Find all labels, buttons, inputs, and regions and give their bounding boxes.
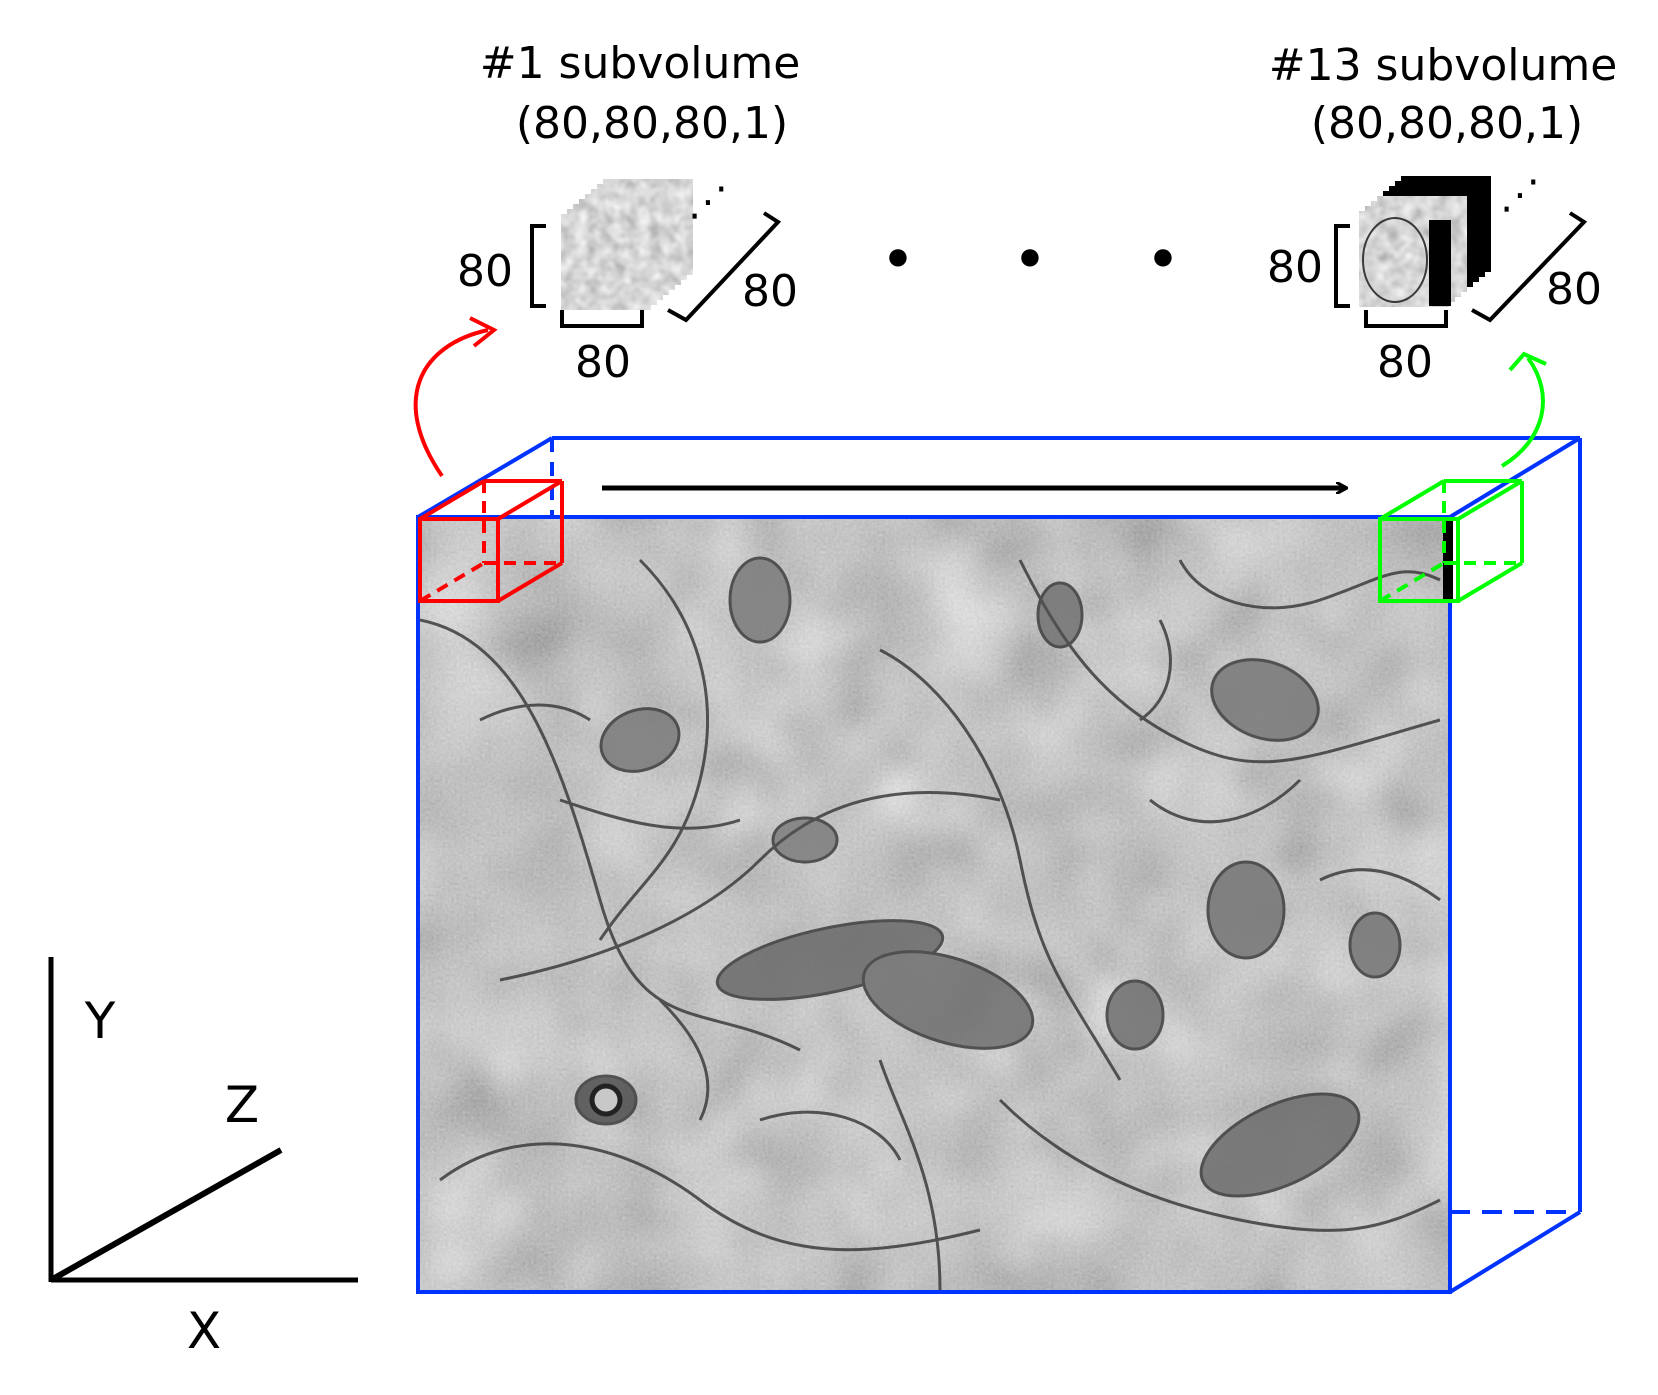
z-axis-label: Z	[225, 1076, 259, 1134]
subvolume-1-depth-bracket	[667, 211, 782, 323]
em-micrograph	[420, 519, 1450, 1292]
subvolume-1-link-arrowhead	[469, 316, 498, 348]
subvolume-1-slices	[561, 179, 693, 310]
subvolume-13-link-arrow	[1500, 356, 1545, 468]
subvolume-13-depth-label: 80	[1546, 264, 1602, 315]
subvolume-13-link-arrowhead	[1508, 351, 1547, 372]
em-volume	[416, 436, 1582, 1294]
subvolume-13-height-label: 80	[1267, 242, 1323, 293]
subvolume-1-slice-ellipsis: ⋰	[688, 179, 728, 225]
volume-outline	[416, 436, 1582, 1294]
subvolume-1-height-bracket	[530, 224, 546, 308]
subvolume-13-width-bracket	[1364, 310, 1448, 328]
y-axis-label: Y	[84, 992, 116, 1050]
subvolume-13-height-bracket	[1334, 224, 1350, 308]
volume-right-face	[1450, 438, 1580, 1292]
volume-top-face	[418, 438, 1580, 517]
sequence-dot-2: •	[1012, 225, 1047, 295]
subvolume-13-cube	[1378, 479, 1524, 603]
subvolume-1-title: #1 subvolume	[480, 38, 801, 89]
subvolume-13-title: #13 subvolume	[1269, 40, 1618, 91]
subvolume-13-shape: (80,80,80,1)	[1311, 98, 1583, 149]
subvolume-13-stack: ⋰ 80 80 80	[1267, 172, 1602, 388]
x-axis-label: X	[187, 1302, 221, 1360]
subvolume-1-height-label: 80	[457, 246, 513, 297]
sequence-dot-3: •	[1145, 225, 1180, 295]
subvolume-13-width-label: 80	[1377, 337, 1433, 388]
subvolume-1-link-arrow	[413, 328, 489, 478]
coordinate-axes: Y Z X	[48, 957, 358, 1360]
subvolume-1-shape: (80,80,80,1)	[516, 98, 788, 149]
subvolume-1-cube	[418, 479, 564, 603]
subvolume-1-width-label: 80	[575, 337, 631, 388]
subvolume-13-slices	[1359, 176, 1491, 307]
subvolume-1-depth-label: 80	[742, 266, 798, 317]
sequence-dot-1: •	[880, 225, 915, 295]
subvolume-1-stack: ⋰ 80 80 80	[457, 179, 798, 388]
subvolume-13-slice-ellipsis: ⋰	[1500, 172, 1540, 218]
subvolume-13-depth-bracket	[1471, 211, 1588, 323]
subvolume-1-width-bracket	[560, 310, 644, 328]
z-axis-line	[49, 1147, 283, 1283]
